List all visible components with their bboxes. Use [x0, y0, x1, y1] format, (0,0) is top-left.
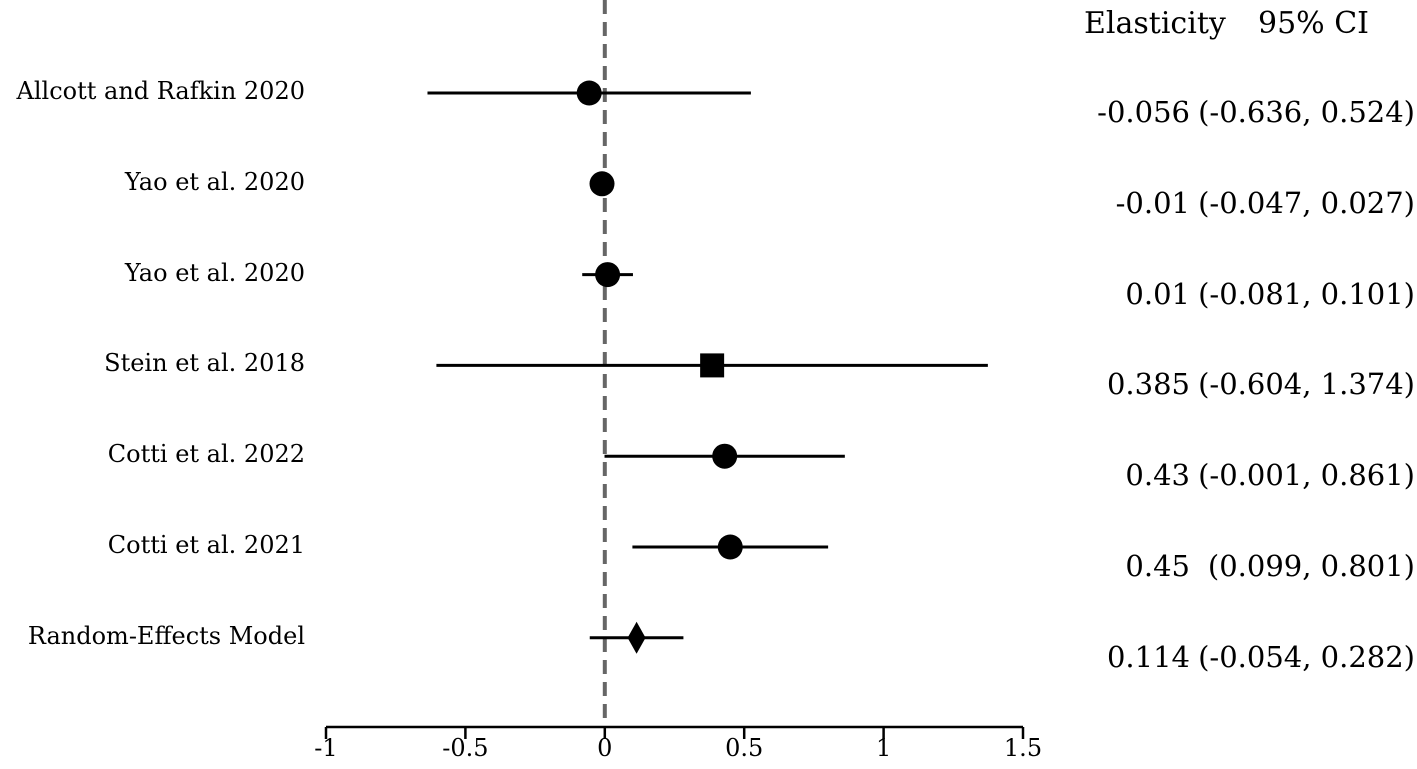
estimate-value: 0.385: [1106, 367, 1190, 402]
ci-value: (-0.604, 1.374): [1198, 367, 1415, 402]
x-tick-label: 1.5: [1003, 734, 1043, 762]
study-label: Cotti et al. 2021: [107, 531, 305, 559]
ci-value: (0.099, 0.801): [1207, 549, 1415, 583]
study-label: Stein et al. 2018: [104, 349, 305, 378]
x-tick-label: 1: [875, 734, 892, 762]
study-label: Yao et al. 2020: [124, 258, 305, 287]
column-header-estimate: Elasticity: [1084, 6, 1226, 41]
ci-value: (-0.636, 0.524): [1198, 95, 1415, 129]
x-tick-label: 0.5: [725, 734, 764, 762]
ci-value: (-0.054, 0.282): [1198, 639, 1415, 674]
ci-value: (-0.081, 0.101): [1198, 276, 1415, 311]
study-label: Yao et al. 2020: [124, 167, 305, 196]
point-estimate-circle: [717, 534, 743, 560]
x-tick-label: -1: [314, 734, 338, 762]
estimate-value: 0.01: [1125, 276, 1190, 311]
point-estimate-circle: [595, 262, 621, 288]
column-header-ci: 95% CI: [1258, 6, 1370, 41]
estimate-value: -0.056: [1097, 95, 1190, 129]
pooled-estimate-diamond: [627, 621, 646, 654]
ci-value: (-0.001, 0.861): [1198, 458, 1415, 493]
estimate-value: 0.45: [1125, 549, 1190, 583]
estimate-value: 0.114: [1106, 639, 1190, 674]
point-estimate-circle: [589, 171, 615, 197]
point-estimate-circle: [712, 443, 738, 469]
study-label: Random-Effects Model: [27, 621, 305, 650]
x-tick-label: 0: [597, 734, 613, 762]
study-label: Allcott and Rafkin 2020: [16, 77, 305, 105]
point-estimate-circle: [576, 80, 602, 106]
study-label: Cotti et al. 2022: [107, 440, 305, 469]
estimate-value: 0.43: [1125, 458, 1190, 493]
point-estimate-square: [700, 353, 725, 378]
x-tick-label: -0.5: [442, 734, 489, 762]
estimate-value: -0.01: [1115, 185, 1190, 220]
ci-value: (-0.047, 0.027): [1198, 185, 1415, 220]
